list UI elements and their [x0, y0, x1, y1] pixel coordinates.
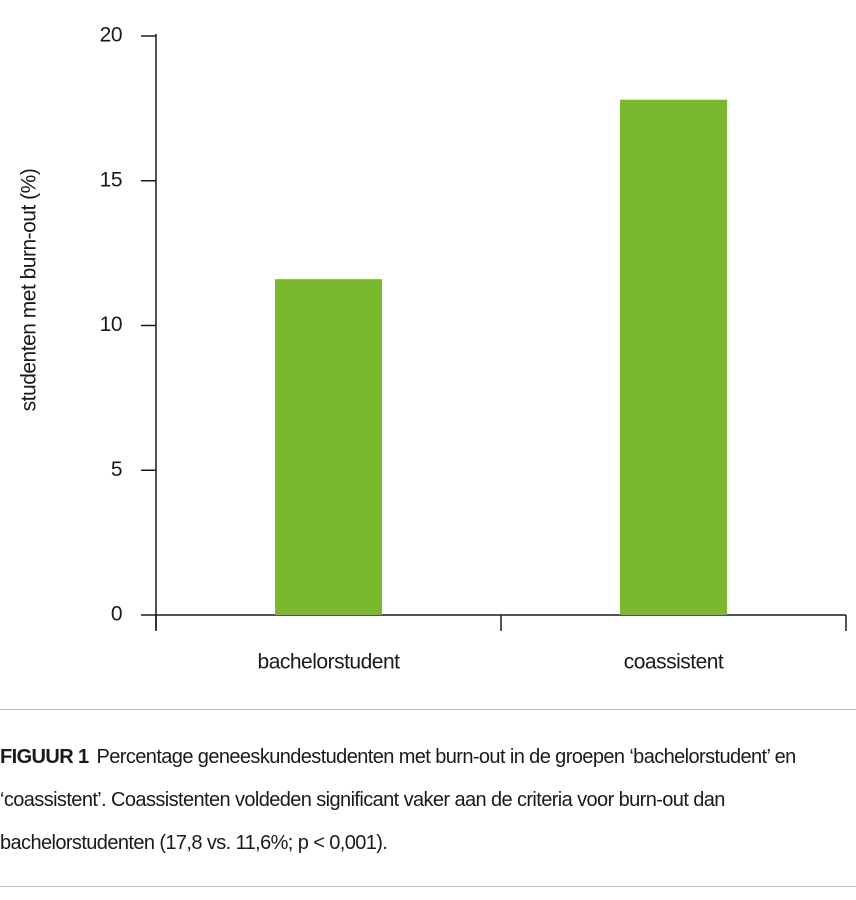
y-tick-label: 20 [100, 24, 122, 47]
bar [275, 279, 382, 615]
y-tick-label: 15 [100, 168, 122, 191]
y-tick-label: 5 [111, 458, 122, 481]
chart: studenten met burn-out (%) 0 5 10 15 20 bache… [18, 24, 847, 674]
caption-label: FIGUUR 1 [0, 746, 89, 768]
caption: FIGUUR 1 Percentage geneeskundestudenten … [0, 709, 856, 887]
bar [620, 99, 727, 615]
y-axis-label: studenten met burn-out (%) [18, 169, 41, 412]
y-tick-label: 0 [111, 603, 122, 626]
x-tick-label: coassistent [624, 651, 724, 674]
y-tick-label: 10 [100, 313, 122, 336]
x-tick-label: bachelorstudent [258, 651, 401, 674]
caption-text: Percentage geneeskundestudenten met burn… [0, 746, 796, 854]
